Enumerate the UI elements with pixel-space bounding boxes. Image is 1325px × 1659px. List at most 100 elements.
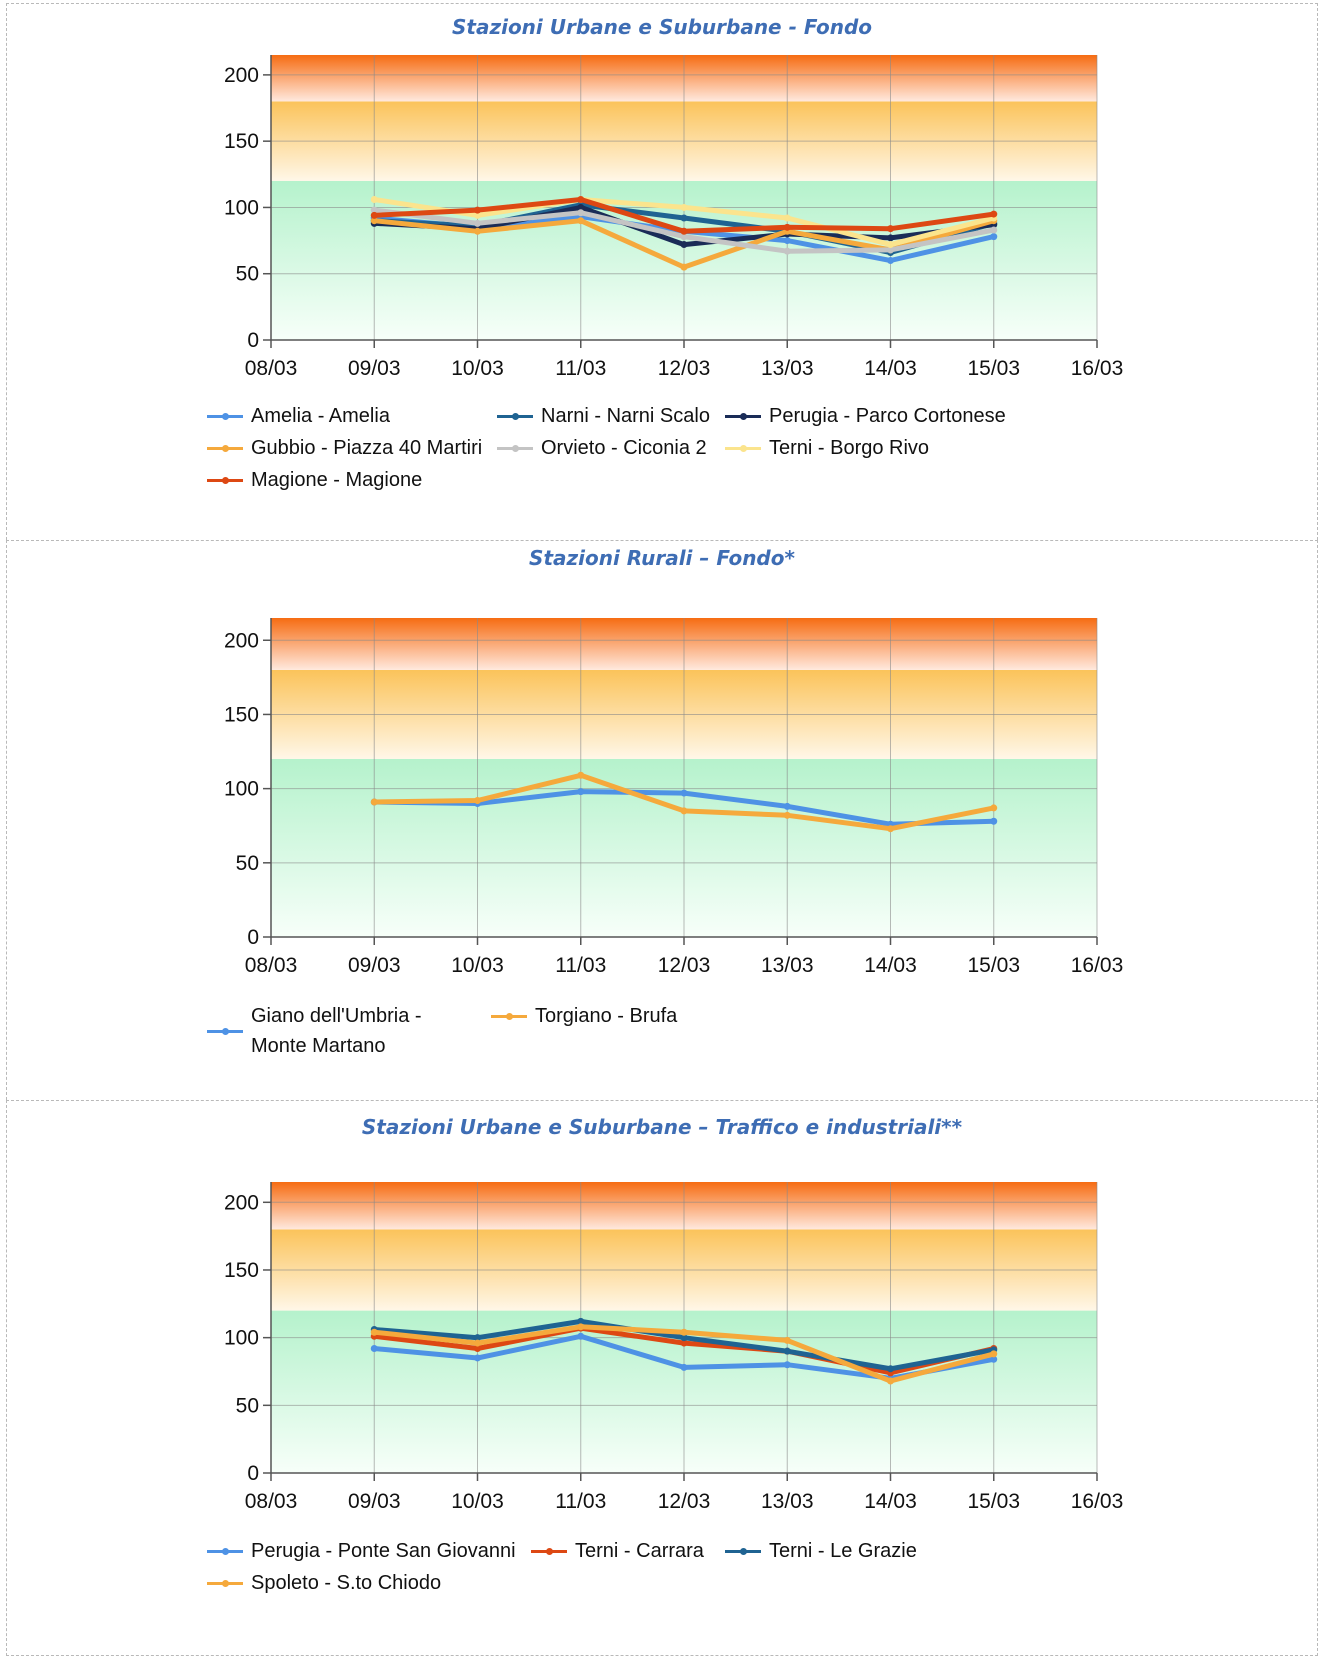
- line-chart-urban-background: 0 50 100 150 200 08/03 09/03 10/03 11/03 12/03 13/…: [224, 55, 1124, 380]
- data-point: [577, 788, 585, 796]
- x-tick-label: 11/03: [555, 357, 606, 380]
- data-point: [680, 1339, 688, 1347]
- data-point: [577, 209, 585, 217]
- data-point: [990, 233, 998, 241]
- chart-title: Stazioni Rurali – Fondo*: [529, 546, 795, 570]
- x-tick-label: 11/03: [555, 954, 606, 977]
- y-tick-label: 0: [247, 926, 259, 949]
- x-tick-label: 10/03: [451, 954, 504, 977]
- data-point: [474, 219, 481, 227]
- x-tick-label: 09/03: [348, 357, 401, 380]
- data-point: [680, 263, 688, 271]
- data-point: [474, 1354, 481, 1362]
- legend-label: Torgiano - Brufa: [535, 1005, 678, 1027]
- x-tick-label: 10/03: [451, 1490, 504, 1513]
- data-point: [680, 1328, 688, 1336]
- x-tick-label: 12/03: [658, 1490, 711, 1513]
- x-tick-label: 16/03: [1071, 357, 1124, 380]
- data-point: [680, 233, 688, 241]
- data-point: [680, 1334, 688, 1342]
- legend-label: Giano dell'Umbria - Monte Martano: [251, 1005, 422, 1057]
- y-tick-label: 0: [247, 329, 259, 352]
- data-point: [474, 206, 481, 214]
- data-point: [887, 246, 894, 254]
- legend-label: Orvieto - Ciconia 2: [541, 437, 707, 459]
- legend-marker: [740, 413, 747, 420]
- y-tick-label: 50: [236, 263, 259, 286]
- legend-label: Perugia - Ponte San Giovanni: [251, 1540, 516, 1562]
- y-tick-label: 50: [236, 852, 259, 875]
- x-tick-label: 15/03: [967, 357, 1020, 380]
- data-point: [680, 203, 688, 211]
- data-point: [680, 241, 688, 249]
- x-tick-label: 12/03: [658, 357, 711, 380]
- data-point: [887, 1377, 894, 1385]
- legend-label: Narni - Narni Scalo: [541, 405, 710, 427]
- legend-label: Amelia - Amelia: [251, 405, 390, 427]
- data-point: [370, 1344, 378, 1352]
- data-point: [577, 1332, 585, 1340]
- legend-label: Terni - Le Grazie: [769, 1540, 917, 1562]
- x-tick-label: 09/03: [348, 954, 401, 977]
- y-tick-label: 100: [224, 778, 259, 801]
- chart-panel-urban-background: Stazioni Urbane e Suburbane - Fondo 0 50 1…: [6, 3, 1318, 540]
- data-point: [783, 214, 791, 222]
- data-point: [370, 217, 378, 225]
- legend-marker: [222, 477, 229, 484]
- x-tick-label: 16/03: [1071, 954, 1124, 977]
- data-point: [474, 1344, 481, 1352]
- y-tick-label: 100: [224, 1327, 259, 1350]
- data-point: [370, 211, 378, 219]
- x-tick-label: 15/03: [967, 954, 1020, 977]
- data-point: [887, 234, 894, 242]
- x-tick-label: 13/03: [761, 1490, 814, 1513]
- y-tick-label: 150: [224, 703, 259, 726]
- data-point: [680, 807, 688, 815]
- y-tick-label: 200: [224, 64, 259, 87]
- y-tick-label: 150: [224, 130, 259, 153]
- data-point: [783, 1336, 791, 1344]
- x-tick-label: 13/03: [761, 357, 814, 380]
- legend-marker: [222, 1548, 229, 1555]
- data-point: [474, 1334, 481, 1342]
- line-chart-traffic-industrial: 0 50 100 150 200 08/03 09/03 10/03 11/03 12/03 13/…: [224, 1182, 1124, 1513]
- legend-marker: [546, 1548, 553, 1555]
- data-point: [577, 771, 585, 779]
- data-point: [370, 206, 378, 214]
- chart-title: Stazioni Urbane e Suburbane - Fondo: [451, 15, 872, 39]
- data-point: [577, 203, 585, 211]
- data-point: [577, 195, 585, 203]
- x-tick-label: 10/03: [451, 357, 504, 380]
- data-point: [680, 227, 688, 235]
- data-point: [783, 811, 791, 819]
- legend-label: Spoleto - S.to Chiodo: [251, 1572, 442, 1594]
- y-tick-label: 100: [224, 196, 259, 219]
- data-point: [577, 1323, 585, 1331]
- data-point: [577, 217, 585, 225]
- data-point: [474, 227, 481, 235]
- x-tick-label: 08/03: [245, 357, 298, 380]
- x-tick-label: 16/03: [1071, 1490, 1124, 1513]
- chart-title: Stazioni Urbane e Suburbane – Traffico e…: [361, 1115, 963, 1139]
- legend-label: Terni - Borgo Rivo: [769, 437, 930, 459]
- data-point: [990, 210, 998, 218]
- legend-marker: [512, 413, 519, 420]
- legend-label: Terni - Carrara: [575, 1540, 704, 1562]
- x-tick-label: 08/03: [245, 954, 298, 977]
- data-point: [887, 225, 894, 233]
- x-tick-label: 14/03: [864, 954, 917, 977]
- legend-marker: [222, 1580, 229, 1587]
- legend-label: Magione - Magione: [251, 469, 423, 491]
- data-point: [783, 802, 791, 810]
- line-chart-rural-background: 0 50 100 150 200 08/03 09/03 10/03 11/03 12/03 13/…: [224, 618, 1124, 977]
- data-point: [783, 223, 791, 231]
- legend-label: Gubbio - Piazza 40 Martiri: [251, 437, 483, 459]
- data-point: [680, 214, 688, 222]
- data-point: [370, 798, 378, 806]
- data-point: [680, 1363, 688, 1371]
- y-tick-label: 200: [224, 1191, 259, 1214]
- y-tick-label: 0: [247, 1462, 259, 1485]
- x-tick-label: 08/03: [245, 1490, 298, 1513]
- x-tick-label: 11/03: [555, 1490, 606, 1513]
- data-point: [474, 796, 481, 804]
